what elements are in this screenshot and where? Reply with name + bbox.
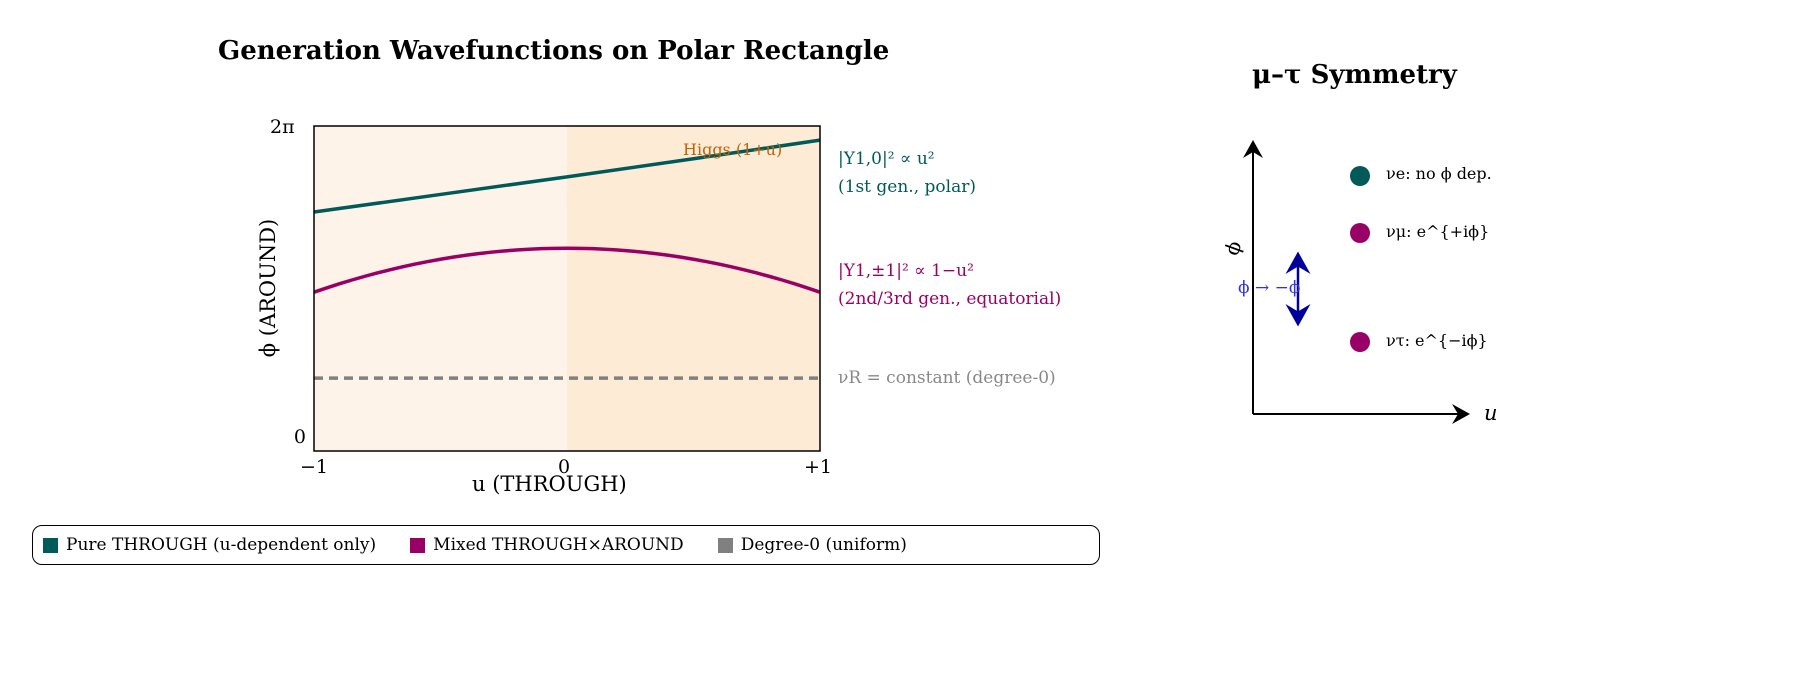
nu-e-dot xyxy=(1350,166,1370,186)
region-0 xyxy=(314,126,567,451)
y-tick-min: 0 xyxy=(293,426,306,448)
nu-e-label: νe: no ϕ dep. xyxy=(1386,164,1492,183)
region-1 xyxy=(567,126,820,451)
series-line-0 xyxy=(313,138,821,214)
chart-title: Generation Wavefunctions on Polar Rectan… xyxy=(218,36,890,66)
y-axis-label: ϕ (AROUND) xyxy=(256,218,280,358)
legend-item-mixed: Mixed THROUGH×AROUND xyxy=(410,535,684,555)
series-name: |Y1,±1|² ∝ 1−u² xyxy=(838,261,974,281)
x-tick-mid: 0 xyxy=(558,456,571,478)
transform-label: ϕ → −ϕ xyxy=(1238,278,1301,298)
legend: Pure THROUGH (u-dependent only) Mixed TH… xyxy=(32,525,1100,565)
x-axis-label: u (THROUGH) xyxy=(472,472,627,496)
symmetry-title: μ–τ Symmetry xyxy=(1252,60,1457,90)
series-label-constant: νR = constant (degree-0) xyxy=(838,368,1056,388)
legend-label: Mixed THROUGH×AROUND xyxy=(433,535,684,555)
higgs-region-label: Higgs (1+u) xyxy=(683,140,783,159)
legend-swatch xyxy=(717,537,733,553)
plot-frame xyxy=(313,125,821,452)
series-sub: (1st gen., polar) xyxy=(838,177,976,197)
legend-swatch xyxy=(410,537,426,553)
y-tick-max: 2π xyxy=(270,116,295,138)
series-sub: (2nd/3rd gen., equatorial) xyxy=(838,289,1062,309)
legend-swatch xyxy=(43,537,58,553)
series-label-equatorial: |Y1,±1|² ∝ 1−u² (2nd/3rd gen., equatoria… xyxy=(838,257,1061,313)
nu-tau-label: ντ: e^{−iϕ} xyxy=(1386,331,1488,350)
legend-item-degree0: Degree-0 (uniform) xyxy=(717,535,907,555)
nu-mu-dot xyxy=(1350,223,1370,243)
symmetry-u-axis-label: u xyxy=(1484,401,1498,425)
series-label-polar: |Y1,0|² ∝ u² (1st gen., polar) xyxy=(838,145,976,201)
series-line-1 xyxy=(313,246,821,294)
x-tick-left: −1 xyxy=(300,456,329,478)
nu-mu-label: νμ: e^{+iϕ} xyxy=(1386,222,1490,241)
legend-label: Degree-0 (uniform) xyxy=(740,535,907,555)
wavefunction-plot xyxy=(313,125,821,452)
legend-label: Pure THROUGH (u-dependent only) xyxy=(66,535,377,555)
legend-item-pure-through: Pure THROUGH (u-dependent only) xyxy=(43,535,376,555)
nu-tau-dot xyxy=(1350,332,1370,352)
x-tick-right: +1 xyxy=(804,456,833,478)
series-name: |Y1,0|² ∝ u² xyxy=(838,149,935,169)
symmetry-diagram xyxy=(1243,140,1470,424)
